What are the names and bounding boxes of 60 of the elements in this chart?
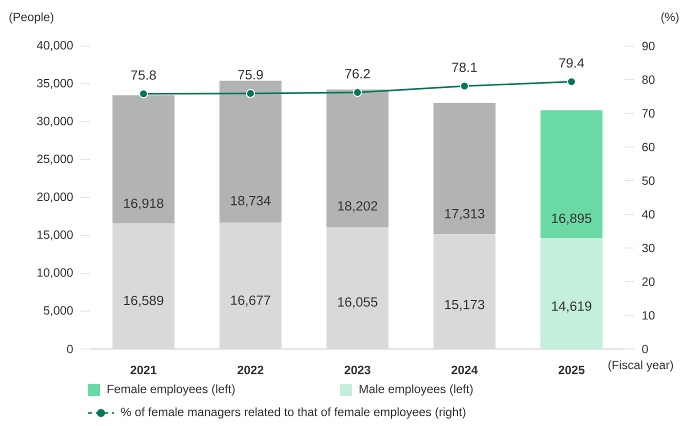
data-label: 16,589: [124, 296, 164, 307]
data-label: 16,895: [552, 214, 592, 225]
x-axis-title: (Fiscal year): [608, 360, 673, 372]
point: [138, 89, 148, 98]
data-label: 15,173: [445, 300, 484, 311]
bar: [433, 102, 496, 234]
bar: [219, 80, 282, 223]
legend-label: Female employees (left): [108, 384, 235, 396]
x-tick-label: 2023: [344, 366, 370, 374]
data-label: 14,619: [552, 301, 592, 312]
bar: [326, 227, 389, 349]
y-tick-label: 35,000: [37, 78, 73, 89]
data-label: 75.8: [131, 70, 156, 80]
y-tick-label: 5,000: [44, 306, 73, 316]
data-label: 75.9: [238, 70, 263, 80]
data-label: 76.2: [345, 68, 370, 78]
y2-tick-label: 20: [642, 277, 655, 286]
y-tick-label: 10,000: [38, 268, 73, 278]
y2-tick-label: 60: [642, 142, 655, 152]
y2-tick-label: 80: [642, 75, 655, 84]
bar: [112, 95, 175, 224]
legend-label: Male employees (left): [360, 384, 473, 396]
bar: [326, 90, 389, 228]
data-label: 18,734: [231, 196, 270, 207]
data-label: 79.4: [559, 58, 584, 68]
data-label: 18,202: [338, 201, 378, 212]
x-tick-label: 2021: [130, 366, 157, 374]
y-tick-label: 30,000: [37, 116, 73, 127]
point: [352, 88, 362, 98]
y-tick-label: 15,000: [38, 230, 73, 240]
point: [246, 88, 256, 98]
y2-tick-label: 10: [642, 311, 655, 320]
bar: [219, 222, 282, 349]
point: [566, 77, 576, 86]
y2-tick-label: 0: [642, 344, 648, 354]
y-tick-label: 40,000: [36, 41, 73, 51]
data-label: 16,055: [338, 297, 378, 308]
bar: [540, 238, 603, 349]
y-axis-title: (People): [9, 12, 54, 24]
bar: [433, 234, 496, 349]
x-tick-label: 2024: [452, 366, 478, 374]
bar: [112, 223, 175, 349]
y2-tick-label: 50: [642, 176, 655, 185]
data-label: 78.1: [452, 62, 477, 72]
y2-tick-label: 70: [642, 109, 655, 118]
x-tick-label: 2025: [558, 366, 584, 374]
y-tick-label: 25,000: [37, 154, 73, 165]
data-label: 17,313: [445, 208, 484, 220]
data-label: 16,918: [124, 198, 164, 210]
y-tick-label: 0: [67, 344, 73, 354]
y-tick-label: 20,000: [37, 192, 73, 202]
y2-tick-label: 30: [642, 244, 655, 252]
y2-axis-title: (%): [661, 12, 679, 24]
point: [460, 82, 470, 91]
legend-label: % of female managers related to that of female employees (right): [121, 407, 466, 419]
data-label: 16,677: [231, 295, 270, 307]
y2-tick-label: 40: [642, 210, 655, 219]
bar: [540, 110, 603, 238]
y2-tick-label: 90: [642, 42, 655, 50]
x-tick-label: 2022: [238, 366, 264, 374]
